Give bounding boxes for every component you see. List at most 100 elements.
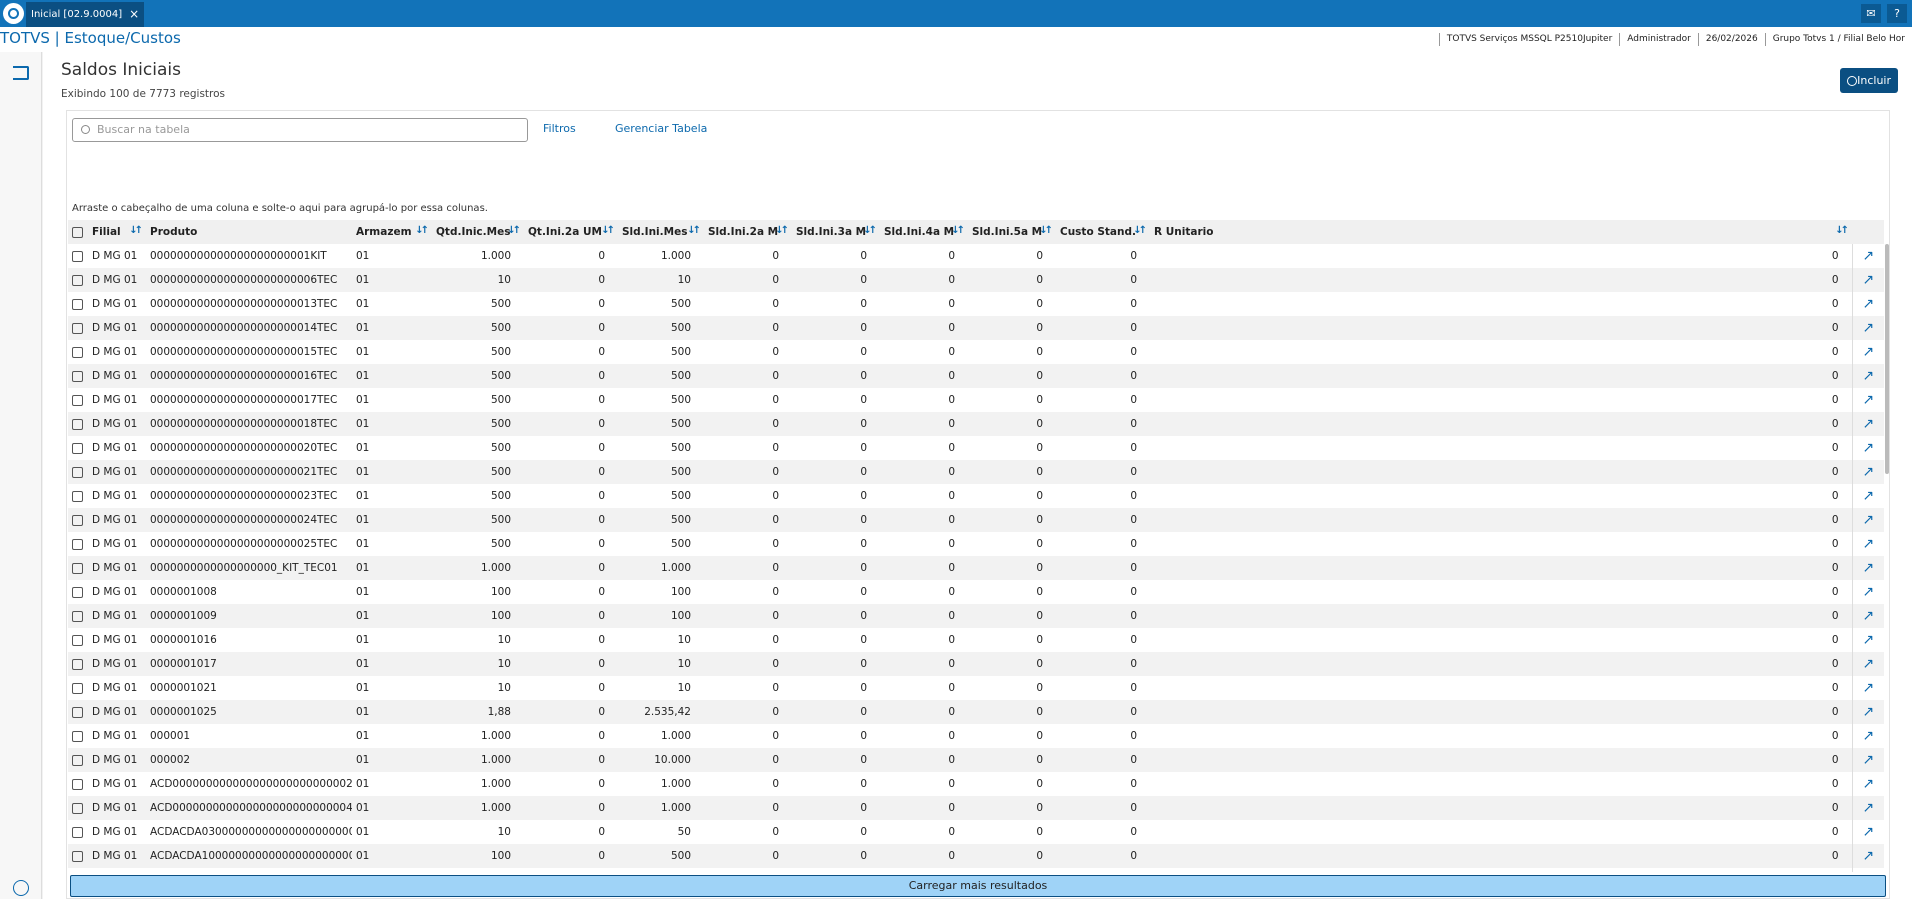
open-row[interactable] [1851,868,1884,872]
checkbox[interactable] [72,778,83,790]
cell: 500 [618,412,704,436]
open-row[interactable] [1851,388,1884,412]
column-header[interactable]: Sld.Ini.2a M [704,220,792,244]
open-row[interactable] [1851,700,1884,724]
open-row[interactable] [1851,268,1884,292]
open-row[interactable] [1851,820,1884,844]
checkbox[interactable] [72,658,83,670]
mail-icon[interactable]: ✉ [1861,4,1881,23]
open-row[interactable] [1851,844,1884,868]
cell: 01 [352,604,432,628]
checkbox[interactable] [72,322,83,334]
open-row[interactable] [1851,244,1884,268]
open-row[interactable] [1851,316,1884,340]
column-header[interactable]: Sld.Ini.4a M [880,220,968,244]
checkbox[interactable] [72,706,83,718]
checkbox[interactable] [72,250,83,262]
open-row[interactable] [1851,580,1884,604]
column-header[interactable]: Filial [88,220,146,244]
open-row[interactable] [1851,748,1884,772]
cell: D MG 01 [92,442,138,454]
filters-link[interactable]: Filtros [543,122,576,135]
checkbox[interactable] [72,298,83,310]
expand-icon[interactable] [13,880,29,896]
checkbox[interactable] [72,610,83,622]
add-button[interactable]: Incluir [1840,68,1898,93]
cell: 0000001016 [150,634,217,646]
checkbox[interactable] [72,538,83,550]
cell: 01 [356,778,370,790]
open-row[interactable] [1851,796,1884,820]
row-select [68,292,88,316]
column-header[interactable]: Sld.Ini.Mes [618,220,704,244]
cell: D MG 01 [88,604,146,628]
row-select [68,244,88,268]
cell: 0 [860,490,867,502]
load-more-button[interactable]: Carregar mais resultados [70,875,1886,897]
help-icon[interactable]: ? [1887,4,1907,23]
open-row[interactable] [1851,652,1884,676]
cell: 0 [792,652,880,676]
cell: 1.000 [660,730,691,742]
open-row[interactable] [1851,772,1884,796]
checkbox[interactable] [72,394,83,406]
search-input[interactable]: Buscar na tabela [72,118,528,142]
cell: 01 [352,460,432,484]
open-row[interactable] [1851,556,1884,580]
checkbox[interactable] [72,418,83,430]
open-row[interactable] [1851,604,1884,628]
checkbox[interactable] [72,682,83,694]
column-header[interactable]: Custo Stand. [1056,220,1150,244]
open-row[interactable] [1851,340,1884,364]
manage-table-link[interactable]: Gerenciar Tabela [615,122,708,135]
column-header[interactable]: Qtd.Inic.Mes [432,220,524,244]
column-header[interactable]: Sld.Ini.5a M [968,220,1056,244]
checkbox[interactable] [72,442,83,454]
checkbox[interactable] [72,754,83,766]
column-header[interactable]: Sld.Ini.3a M [792,220,880,244]
checkbox[interactable] [72,466,83,478]
cell: 0000001009 [146,604,352,628]
open-row[interactable] [1851,532,1884,556]
checkbox[interactable] [72,274,83,286]
checkbox[interactable] [72,730,83,742]
checkbox[interactable] [72,562,83,574]
checkbox[interactable] [72,802,83,814]
cell: 0 [1036,778,1043,790]
exit-icon[interactable] [13,66,29,80]
open-row[interactable] [1851,412,1884,436]
cell: 0 [772,778,779,790]
column-header[interactable]: Qt.Ini.2a UM [524,220,618,244]
cell: ACDACDA100000000000000000000001 [146,844,352,868]
checkbox[interactable] [72,370,83,382]
tab[interactable]: Inicial [02.9.0004] [26,2,145,27]
checkbox[interactable] [72,850,83,862]
cell: 0 [704,364,792,388]
cell: D MG 01 [92,682,138,694]
cell: 10 [618,652,704,676]
checkbox[interactable] [72,826,83,838]
open-row[interactable] [1851,436,1884,460]
row-select [68,508,88,532]
open-row[interactable] [1851,292,1884,316]
checkbox[interactable] [72,226,83,238]
scrollbar[interactable] [1885,244,1889,474]
column-header[interactable]: Produto [146,220,352,244]
open-row[interactable] [1851,508,1884,532]
checkbox[interactable] [72,346,83,358]
open-row[interactable] [1851,724,1884,748]
column-header[interactable]: R Unitario [1150,220,1852,244]
open-row[interactable] [1851,460,1884,484]
checkbox[interactable] [72,490,83,502]
cell: 0 [860,586,867,598]
column-header[interactable]: Armazem [352,220,432,244]
open-row[interactable] [1851,364,1884,388]
open-row[interactable] [1851,676,1884,700]
checkbox[interactable] [72,514,83,526]
open-row[interactable] [1851,628,1884,652]
open-row[interactable] [1851,484,1884,508]
logo[interactable] [3,3,24,24]
checkbox[interactable] [72,634,83,646]
checkbox[interactable] [72,586,83,598]
cell: 0 [1056,748,1150,772]
